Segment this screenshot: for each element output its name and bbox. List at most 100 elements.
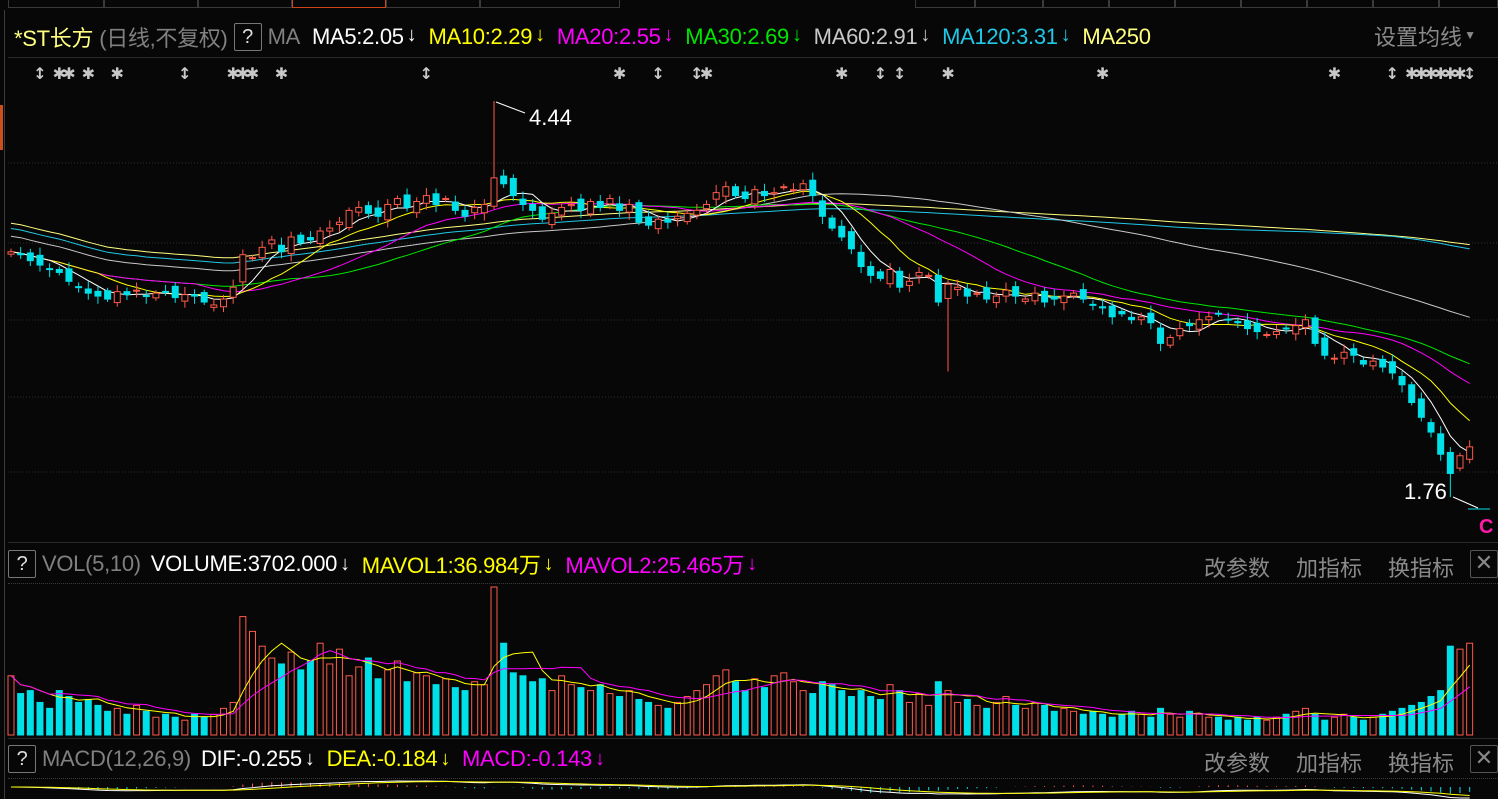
dea-value: DEA:-0.184 [326, 746, 438, 771]
volume-bar [442, 678, 450, 736]
set-ma-button[interactable]: 设置均线 [1373, 25, 1462, 50]
candle-down [142, 295, 150, 298]
candle-up [1466, 446, 1474, 460]
volume-bar [200, 716, 208, 736]
event-star-icon[interactable]: ✱ [1424, 64, 1437, 83]
volume-bar [26, 690, 34, 736]
toolbar-tab[interactable] [1373, 0, 1439, 8]
change-params-button[interactable]: 改参数 [1203, 751, 1270, 776]
event-star-icon[interactable]: ✱ [275, 64, 288, 83]
volume-bar [838, 690, 846, 736]
candle-down [1041, 290, 1049, 303]
toolbar-tab[interactable] [1307, 0, 1373, 8]
event-star-icon[interactable]: ✱ [835, 64, 848, 83]
vol-indicator-name[interactable]: VOL(5,10) [42, 551, 141, 576]
candle-up [1195, 319, 1203, 330]
macd-help-button[interactable]: ? [8, 745, 36, 773]
volume-bar [751, 678, 759, 736]
toolbar-tab[interactable] [1175, 0, 1241, 8]
change-params-button[interactable]: 改参数 [1203, 556, 1270, 581]
toolbar-tab[interactable] [1241, 0, 1307, 8]
candle-up [1301, 319, 1309, 328]
candle-down [509, 177, 517, 197]
candle-up [925, 274, 933, 277]
toolbar-tab[interactable] [975, 0, 1043, 8]
vol-panel-buttons: 改参数 加指标 换指标 [1178, 551, 1454, 583]
event-star-icon[interactable]: ✱ [1453, 64, 1466, 83]
event-star-icon[interactable]: ✱ [700, 64, 713, 83]
candle-down [934, 274, 942, 303]
period-tab[interactable] [198, 0, 292, 8]
event-updown-icon[interactable]: ↕ [874, 64, 887, 83]
candle-down [306, 237, 314, 241]
volume-bar [683, 696, 691, 736]
add-indicator-button[interactable]: 加指标 [1295, 556, 1362, 581]
toolbar-tab[interactable] [1109, 0, 1175, 8]
candle-up [1031, 292, 1039, 302]
period-tab[interactable] [480, 0, 620, 8]
event-star-icon[interactable]: ✱ [62, 64, 75, 83]
close-macd-panel-button[interactable]: ✕ [1470, 745, 1498, 773]
candle-up [1070, 292, 1078, 297]
volume-bar [451, 687, 459, 736]
volume-bar [413, 672, 421, 736]
event-star-icon[interactable]: ✱ [1328, 64, 1341, 83]
event-star-icon[interactable]: ✱ [111, 64, 124, 83]
event-star-icon[interactable]: ✱ [82, 64, 95, 83]
close-vol-panel-button[interactable]: ✕ [1470, 550, 1498, 578]
indicator-name[interactable]: MA [267, 24, 301, 49]
switch-indicator-button[interactable]: 换指标 [1387, 751, 1454, 776]
event-updown-icon[interactable]: ↕ [33, 64, 46, 83]
candle-down [538, 206, 546, 220]
period-tab[interactable] [8, 0, 104, 8]
candle-down [1379, 358, 1387, 368]
event-updown-icon[interactable]: ↕ [1386, 64, 1399, 83]
candle-down [983, 287, 991, 300]
period-tab[interactable] [104, 0, 198, 8]
candle-down [519, 198, 527, 205]
volume-bar [538, 678, 546, 736]
event-star-icon[interactable]: ✱ [1444, 64, 1457, 83]
event-star-icon[interactable]: ✱ [53, 64, 66, 83]
event-star-icon[interactable]: ✱ [1415, 64, 1428, 83]
candle-down [645, 216, 653, 226]
event-updown-icon[interactable]: ↕ [652, 64, 665, 83]
event-star-icon[interactable]: ✱ [1405, 64, 1418, 83]
candle-down [1128, 316, 1136, 321]
event-star-icon[interactable]: ✱ [941, 64, 954, 83]
candle-down [818, 200, 826, 217]
event-updown-icon[interactable]: ↕ [420, 64, 433, 83]
period-tabs [0, 0, 1498, 9]
candle-down [297, 234, 305, 244]
volume-bar [46, 707, 54, 736]
event-updown-icon[interactable]: ↕ [893, 64, 906, 83]
toolbar-tab[interactable] [915, 0, 975, 8]
period-tab-active[interactable] [292, 0, 386, 8]
period-tab[interactable] [386, 0, 480, 8]
macd-indicator-name[interactable]: MACD(12,26,9) [42, 746, 191, 771]
candle-up [1272, 331, 1280, 336]
toolbar-tab[interactable] [1043, 0, 1109, 8]
volume-bar [567, 684, 575, 736]
event-updown-icon[interactable]: ↕ [178, 64, 191, 83]
event-star-icon[interactable]: ✱ [236, 64, 249, 83]
event-star-icon[interactable]: ✱ [246, 64, 259, 83]
price-header: *ST长方 (日线,不复权) ? MA MA5:2.05 ↓ MA10:2.29 ↓ M… [14, 20, 1159, 54]
switch-indicator-button[interactable]: 换指标 [1387, 556, 1454, 581]
mavol1-value: MAVOL1:36.984万 [361, 553, 541, 578]
volume-bar [703, 684, 711, 736]
add-indicator-button[interactable]: 加指标 [1295, 751, 1362, 776]
candle-up [181, 294, 189, 302]
event-updown-icon[interactable]: ↕ [1463, 64, 1476, 83]
event-star-icon[interactable]: ✱ [1096, 64, 1109, 83]
help-button[interactable]: ? [233, 23, 262, 51]
event-updown-icon[interactable]: ↕ [690, 64, 703, 83]
event-star-icon[interactable]: ✱ [1434, 64, 1447, 83]
candle-up [345, 209, 353, 229]
vol-help-button[interactable]: ? [8, 550, 36, 578]
candle-up [249, 257, 256, 260]
event-star-icon[interactable]: ✱ [613, 64, 626, 83]
event-star-icon[interactable]: ✱ [226, 64, 239, 83]
chevron-down-icon[interactable]: ▼ [1464, 28, 1476, 42]
